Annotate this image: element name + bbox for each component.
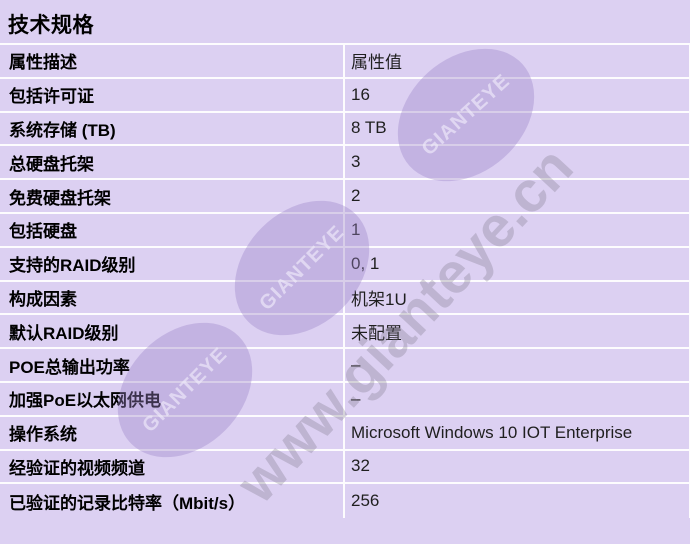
table-row: 操作系统 Microsoft Windows 10 IOT Enterprise bbox=[0, 416, 689, 451]
header-attribute-name: 属性描述 bbox=[0, 45, 345, 77]
spec-name-cell: 免费硬盘托架 bbox=[0, 180, 345, 212]
spec-value-cell: 未配置 bbox=[351, 323, 402, 343]
spec-value-cell: 32 bbox=[351, 456, 370, 476]
spec-value-cell: 8 TB bbox=[351, 118, 387, 138]
table-row: 默认RAID级别 未配置 bbox=[0, 315, 689, 350]
spec-name-cell: 包括硬盘 bbox=[0, 213, 345, 246]
spec-name-cell: 加强PoE以太网供电 bbox=[0, 382, 345, 415]
spec-value-cell: 256 bbox=[351, 491, 380, 511]
spec-name-cell: 包括许可证 bbox=[0, 78, 345, 111]
spec-value-cell: – bbox=[351, 388, 361, 408]
spec-value-cell: 1 bbox=[351, 219, 361, 239]
spec-value-cell: 16 bbox=[351, 84, 370, 104]
table-row: 系统存储 (TB) 8 TB bbox=[0, 112, 689, 147]
spec-value-cell: 3 bbox=[351, 152, 361, 172]
table-row: 免费硬盘托架 2 bbox=[0, 180, 689, 214]
spec-name-cell: 已验证的记录比特率（Mbit/s） bbox=[0, 484, 345, 519]
spec-value-cell: – bbox=[351, 355, 361, 375]
table-row: 包括硬盘 1 bbox=[0, 213, 689, 248]
table-row: 包括许可证 16 bbox=[0, 78, 689, 113]
header-attribute-value: 属性值 bbox=[351, 53, 402, 73]
spec-name-cell: 总硬盘托架 bbox=[0, 146, 345, 179]
spec-value-cell: 0, 1 bbox=[351, 253, 380, 273]
table-row: POE总输出功率 – bbox=[0, 349, 689, 383]
spec-name-cell: 系统存储 (TB) bbox=[0, 112, 345, 145]
spec-name-cell: POE总输出功率 bbox=[0, 349, 345, 381]
page-title: 技术规格 bbox=[8, 14, 94, 37]
table-header-row: 属性描述 属性值 bbox=[0, 45, 689, 79]
spec-name-cell: 支持的RAID级别 bbox=[0, 247, 345, 280]
table-row: 支持的RAID级别 0, 1 bbox=[0, 247, 689, 282]
spec-name-cell: 操作系统 bbox=[0, 416, 345, 449]
table-row: 总硬盘托架 3 bbox=[0, 146, 689, 181]
spec-value-cell: Microsoft Windows 10 IOT Enterprise bbox=[351, 422, 633, 442]
spec-value-cell: 机架1U bbox=[351, 289, 407, 309]
table-row: 经验证的视频频道 32 bbox=[0, 450, 689, 485]
spec-name-cell: 构成因素 bbox=[0, 281, 345, 314]
table-row: 加强PoE以太网供电 – bbox=[0, 382, 689, 417]
spec-value-cell: 2 bbox=[351, 186, 361, 206]
table-row: 构成因素 机架1U bbox=[0, 281, 689, 316]
spec-table: 属性描述 属性值 包括许可证 16 系统存储 (TB) 8 TB 总硬盘托架 3… bbox=[0, 43, 690, 519]
table-row: 已验证的记录比特率（Mbit/s） 256 bbox=[0, 484, 689, 519]
spec-name-cell: 默认RAID级别 bbox=[0, 315, 345, 348]
spec-name-cell: 经验证的视频频道 bbox=[0, 450, 345, 483]
